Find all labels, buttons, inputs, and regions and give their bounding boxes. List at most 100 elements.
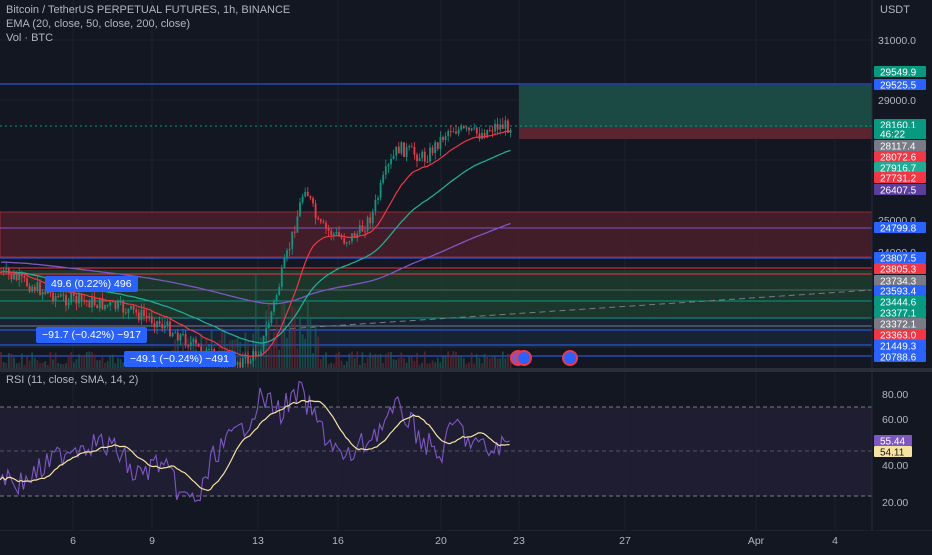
volume-bar	[288, 325, 291, 368]
rsi-sma-line	[0, 399, 510, 492]
candle-body	[356, 233, 359, 239]
volume-bar	[507, 353, 509, 368]
volume-bar	[374, 354, 377, 368]
candle-body	[10, 274, 13, 280]
long-position-stop[interactable]	[519, 127, 872, 139]
candle-body	[132, 305, 135, 310]
rsi-tick-label: 20.00	[882, 497, 908, 509]
price-tag	[874, 222, 926, 233]
volume-bar	[496, 358, 499, 368]
volume-bar	[299, 316, 301, 368]
volume-bar	[13, 357, 15, 368]
volume-bar	[413, 361, 416, 368]
volume-bar	[62, 364, 65, 368]
resistance-zone[interactable]	[0, 212, 872, 257]
candle-body	[182, 334, 184, 336]
volume-bar	[23, 364, 26, 368]
candle-body	[390, 158, 392, 165]
candle-body	[325, 222, 327, 229]
price-tag-text: 28160.1	[880, 121, 917, 132]
candle-body	[18, 274, 21, 281]
price-tag	[874, 329, 926, 340]
measure-label[interactable]: −91.7 (−0.42%) −917	[36, 327, 147, 343]
time-axis[interactable]: 6 9 13 16 20 23 27 Apr 4	[0, 529, 932, 550]
candle-body	[236, 362, 239, 366]
candle-body	[403, 142, 405, 157]
volume-bar	[57, 362, 60, 368]
candle-body	[249, 360, 252, 364]
time-tick-label: 16	[332, 535, 344, 547]
volume-bar	[325, 352, 327, 368]
candle-body	[195, 339, 197, 344]
time-tick-label: 9	[149, 535, 155, 547]
volume-bar	[421, 362, 424, 368]
price-tag	[874, 275, 926, 286]
pane-divider[interactable]	[0, 368, 932, 372]
volume-bar	[457, 355, 460, 368]
volume-bar	[403, 358, 405, 368]
candle-body	[460, 126, 463, 130]
candle-body	[78, 293, 80, 304]
candle-body	[83, 300, 86, 302]
event-icons[interactable]	[510, 350, 578, 366]
candle-body	[33, 286, 36, 291]
candle-body	[189, 342, 192, 347]
rsi-pane[interactable]: 80.00 60.00 40.00 20.00 55.44 54.11 RSI (11,…	[0, 372, 932, 530]
volume-bar	[486, 355, 489, 368]
candle-body	[179, 334, 182, 341]
candle-body	[140, 309, 143, 320]
candle-body	[353, 233, 356, 239]
volume-bar	[418, 364, 421, 368]
time-tick-label: 20	[435, 535, 447, 547]
measure-label[interactable]: −49.1 (−0.24%) −491	[124, 351, 235, 367]
candle-body	[153, 323, 156, 328]
volume-bar	[483, 353, 486, 368]
price-tag-text: 27916.7	[880, 164, 917, 175]
volume-bar	[70, 352, 73, 368]
volume-bar	[371, 356, 374, 368]
candle-body	[465, 127, 468, 129]
candle-body	[309, 196, 312, 199]
volume-bar	[410, 356, 413, 368]
price-tag-text: 23593.4	[880, 287, 917, 298]
candle-body	[416, 154, 418, 162]
volume-bar	[478, 358, 481, 368]
volume-indicator-legend[interactable]: Vol · BTC	[6, 32, 54, 44]
candle-body	[304, 191, 307, 197]
candle-body	[145, 315, 148, 317]
candle-body	[291, 231, 294, 249]
candle-body	[270, 311, 273, 324]
flag-us-icon[interactable]	[516, 350, 532, 366]
ema-indicator-legend[interactable]: EMA (20, close, 50, close, 200, close)	[6, 18, 191, 30]
candle-body	[137, 312, 140, 320]
volume-bar	[426, 363, 429, 368]
candle-body	[488, 129, 491, 131]
candle-body	[41, 291, 44, 295]
volume-bar	[7, 353, 10, 368]
candle-body	[382, 174, 385, 183]
trend-line[interactable]	[269, 289, 873, 331]
rsi-tick-label: 40.00	[882, 460, 908, 472]
candle-body	[335, 231, 338, 234]
symbol-title[interactable]: Bitcoin / TetherUS PERPETUAL FUTURES, 1h…	[6, 4, 291, 16]
candle-body	[475, 127, 478, 134]
volume-bar	[28, 360, 31, 368]
volume-bar	[449, 355, 452, 368]
flag-us-icon[interactable]	[562, 350, 578, 366]
candle-body	[101, 298, 104, 310]
candle-body	[262, 335, 265, 352]
volume-bar	[488, 358, 491, 368]
long-position-target[interactable]	[519, 85, 872, 127]
volume-bar	[322, 356, 325, 368]
volume-bar	[330, 362, 333, 368]
candle-body	[338, 231, 340, 237]
volume-bar	[382, 363, 385, 368]
volume-bar	[270, 348, 273, 368]
candle-body	[36, 282, 39, 291]
volume-bar	[491, 356, 494, 368]
rsi-legend[interactable]: RSI (11, close, SMA, 14, 2)	[6, 374, 139, 386]
measure-label[interactable]: 49.6 (0.22%) 496	[45, 276, 138, 292]
